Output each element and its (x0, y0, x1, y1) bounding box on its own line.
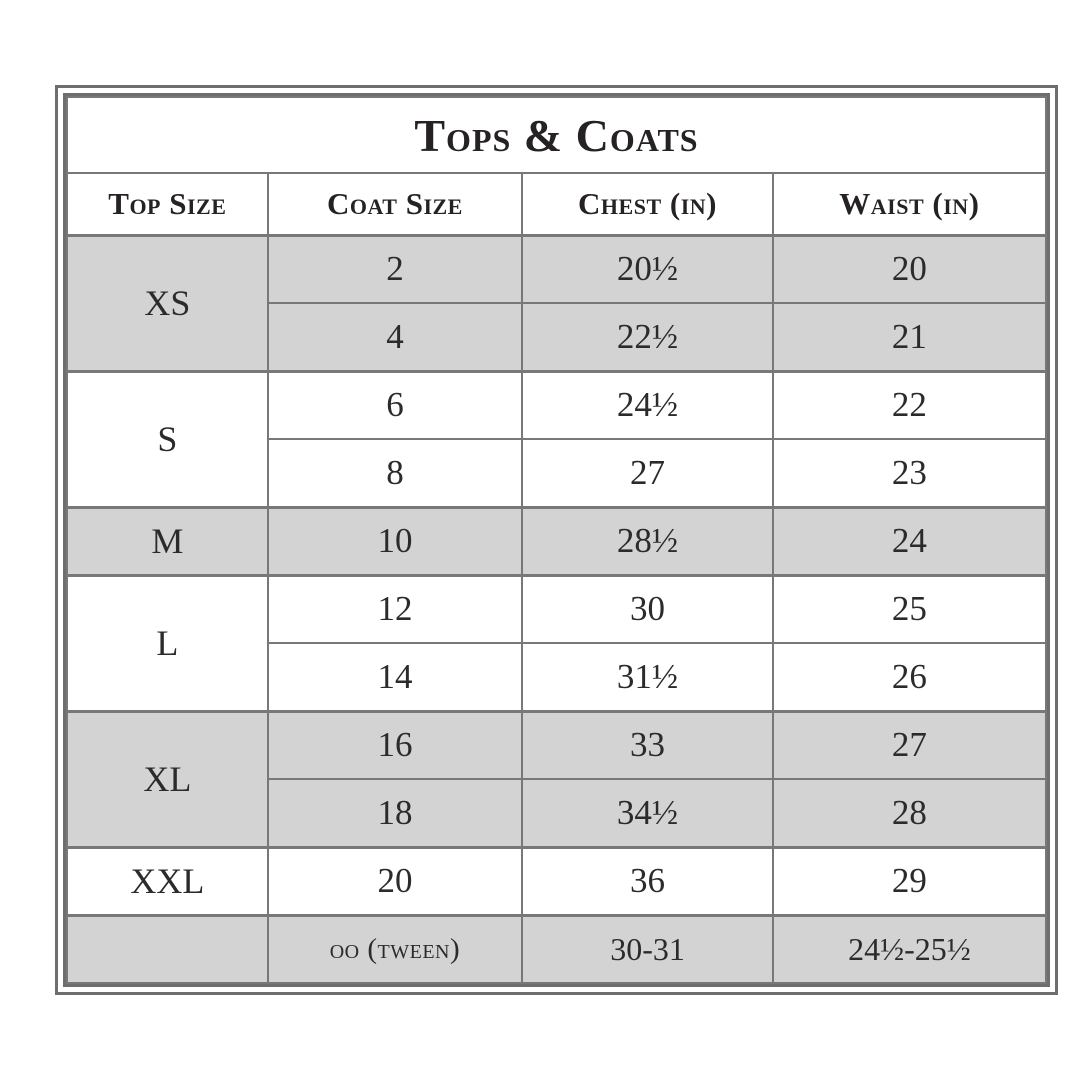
chest-cell: 27 (521, 438, 774, 508)
waist-cell: 28 (771, 778, 1048, 848)
chest-cell: 33 (521, 709, 774, 780)
chest-cell: 22½ (521, 302, 774, 372)
waist-cell: 29 (771, 845, 1048, 916)
chest-cell: 24½ (521, 369, 774, 440)
coat-size-cell: 20 (266, 845, 524, 916)
waist-cell: 22 (771, 369, 1048, 440)
top-size-cell-xs: XS (66, 233, 269, 372)
waist-cell: 24½-25½ (771, 913, 1048, 984)
waist-cell: 20 (771, 233, 1048, 304)
coat-size-cell: 8 (266, 438, 524, 508)
table-row: S 6 24½ 22 (66, 369, 1048, 508)
chest-cell: 20½ (521, 233, 774, 304)
chest-cell: 28½ (521, 505, 774, 576)
coat-size-cell: 4 (266, 302, 524, 372)
table-row: XS 2 20½ 20 (66, 233, 1048, 372)
waist-cell: 21 (771, 302, 1048, 372)
coat-size-cell: 6 (266, 369, 524, 440)
chest-cell: 30 (521, 573, 774, 644)
coat-size-cell: 2 (266, 233, 524, 304)
coat-size-cell: 12 (266, 573, 524, 644)
header-row: Top Size Coat Size Chest (in) Waist (in) (66, 172, 1048, 236)
chart-title: Tops & Coats (66, 96, 1047, 174)
coat-size-cell: 10 (266, 505, 524, 576)
chest-cell: 34½ (521, 778, 774, 848)
table-row: 8 27 23 (67, 438, 1048, 508)
chest-cell: 31½ (521, 642, 774, 712)
top-size-cell-l: L (66, 573, 269, 712)
table-row: oo (tween) 30-31 24½-25½ (66, 913, 1048, 984)
table-row: 4 22½ 21 (67, 302, 1048, 372)
table-row: 14 31½ 26 (67, 642, 1048, 712)
column-header-coat-size: Coat Size (266, 172, 524, 236)
table-row: L 12 30 25 (66, 573, 1048, 712)
top-size-cell-xl: XL (66, 709, 269, 848)
waist-cell: 25 (771, 573, 1048, 644)
column-header-waist: Waist (in) (771, 172, 1048, 236)
coat-size-cell: 14 (266, 642, 524, 712)
top-size-cell-m: M (66, 505, 269, 576)
coat-size-cell-tween: oo (tween) (266, 913, 524, 984)
table-row: M 10 28½ 24 (66, 505, 1048, 576)
column-header-top-size: Top Size (66, 172, 269, 236)
waist-cell: 26 (771, 642, 1048, 712)
title-row: Tops & Coats (66, 96, 1047, 174)
chest-cell: 36 (521, 845, 774, 916)
chart-inner-frame: Tops & Coats Top Size Coat Size Chest (i… (63, 93, 1050, 987)
top-size-cell-s: S (66, 369, 269, 508)
column-header-chest: Chest (in) (521, 172, 774, 236)
waist-cell: 23 (771, 438, 1048, 508)
tops-coats-size-chart: Tops & Coats Top Size Coat Size Chest (i… (66, 96, 1048, 984)
top-size-cell-xxl: XXL (66, 845, 269, 916)
coat-size-cell: 16 (266, 709, 524, 780)
waist-cell: 24 (771, 505, 1048, 576)
coat-size-cell: 18 (266, 778, 524, 848)
top-size-cell-empty (66, 913, 269, 984)
waist-cell: 27 (771, 709, 1048, 780)
table-row: XXL 20 36 29 (66, 845, 1048, 916)
chest-cell: 30-31 (521, 913, 774, 984)
table-row: XL 16 33 27 (66, 709, 1048, 848)
chart-outer-frame: Tops & Coats Top Size Coat Size Chest (i… (55, 85, 1058, 995)
table-row: 18 34½ 28 (67, 778, 1048, 848)
